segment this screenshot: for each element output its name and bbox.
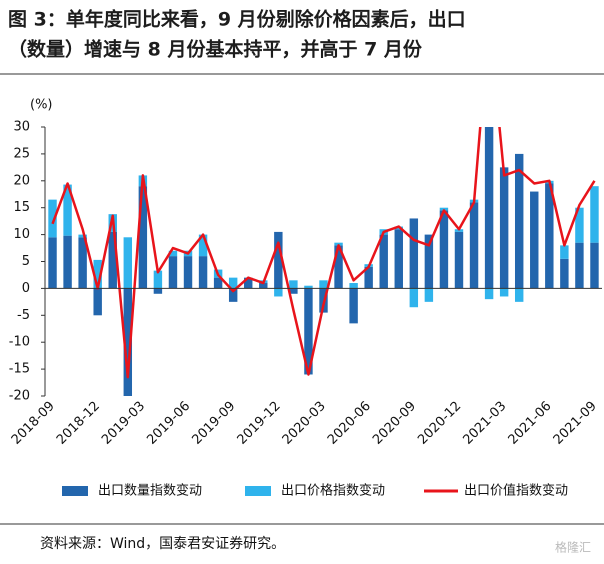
bar [590,186,599,243]
bar [183,256,193,289]
bar [78,234,87,238]
bar [409,288,419,308]
bar [304,288,313,375]
bar [349,288,358,324]
bar [469,202,479,289]
bar [289,280,298,289]
y-axis-label: (%) [30,98,53,113]
x-tick-label: 2019-06 [144,399,193,448]
bar [379,234,388,289]
bar [123,288,133,396]
y-tick-label: 0 [22,281,30,296]
bar [484,288,494,300]
bar [93,259,102,289]
bar [48,237,57,289]
y-tick-label: -15 [9,362,30,377]
y-tick-label: 15 [13,200,30,215]
x-tick-label: 2019-09 [189,399,238,448]
chart-title: （数量）增速与 8 月份基本持平，并高于 7 月份 [8,38,423,61]
bar [213,277,223,289]
bar [168,250,178,257]
y-tick-label: 5 [22,254,30,269]
bar [63,235,72,289]
x-tick-label: 2021-06 [506,399,555,448]
x-tick-label: 2020-09 [370,399,419,448]
x-tick-label: 2018-12 [54,399,103,448]
bar [499,288,509,297]
bar [454,229,464,232]
bar [168,256,178,289]
y-tick-label: 10 [13,227,30,242]
bar [560,245,569,259]
x-tick-label: 2021-03 [460,399,509,448]
y-tick-label: -10 [9,335,30,350]
bar [304,285,313,289]
line [51,127,596,379]
bar [575,242,584,289]
bar [228,288,238,302]
bar [93,288,102,316]
bar [274,231,283,289]
bar [439,207,449,211]
legend-label: 出口价格指数变动 [281,483,385,499]
bar [545,183,554,289]
plot-area [48,127,599,396]
bar [454,231,464,289]
x-tick-label: 2020-06 [325,399,374,448]
bar [560,258,569,289]
x-tick-label: 2019-03 [99,399,148,448]
bar [259,283,268,289]
bar [123,237,133,289]
bar [424,288,434,302]
bar [153,288,163,294]
source: 资料来源：Wind，国泰君安证券研究。 [40,536,285,552]
bar [228,277,238,289]
legend-swatch [62,486,88,496]
bar [63,184,72,236]
bar [319,280,328,289]
bar [108,231,117,289]
bar [394,229,403,289]
bar [244,277,253,289]
bar [78,237,87,289]
bar [575,207,584,243]
bar [198,234,208,257]
y-tick-label: -20 [9,389,30,404]
bar [274,288,283,297]
x-tick-label: 2021-09 [551,399,600,448]
bar [439,210,449,289]
legend-swatch [245,486,271,496]
bar [138,186,148,289]
bar [499,167,509,289]
bar [334,242,343,246]
chart-title: 图 3：单年度同比来看，9 月份剔除价格因素后，出口 [8,8,466,31]
x-tick-label: 2018-09 [9,399,58,448]
bar [364,266,373,289]
y-tick-label: 25 [13,146,30,161]
y-tick-label: 30 [13,120,30,135]
y-tick-label: 20 [13,173,30,188]
bar [349,283,358,289]
bar [48,199,57,238]
bar [484,127,494,289]
bar [424,234,434,289]
watermark: 格隆汇 [555,540,591,555]
bar [289,288,298,294]
y-tick-label: -5 [17,308,30,323]
bar [198,256,208,289]
x-tick-label: 2019-12 [235,399,284,448]
bar [530,191,539,289]
bar [334,245,343,289]
bar [514,288,524,302]
bar [514,153,524,289]
bar [153,270,163,289]
bar [590,242,599,289]
bar [409,218,419,289]
x-tick-label: 2020-12 [415,399,464,448]
legend-label: 出口数量指数变动 [98,483,202,499]
x-tick-label: 2020-03 [280,399,329,448]
legend-label: 出口价值指数变动 [464,483,568,499]
